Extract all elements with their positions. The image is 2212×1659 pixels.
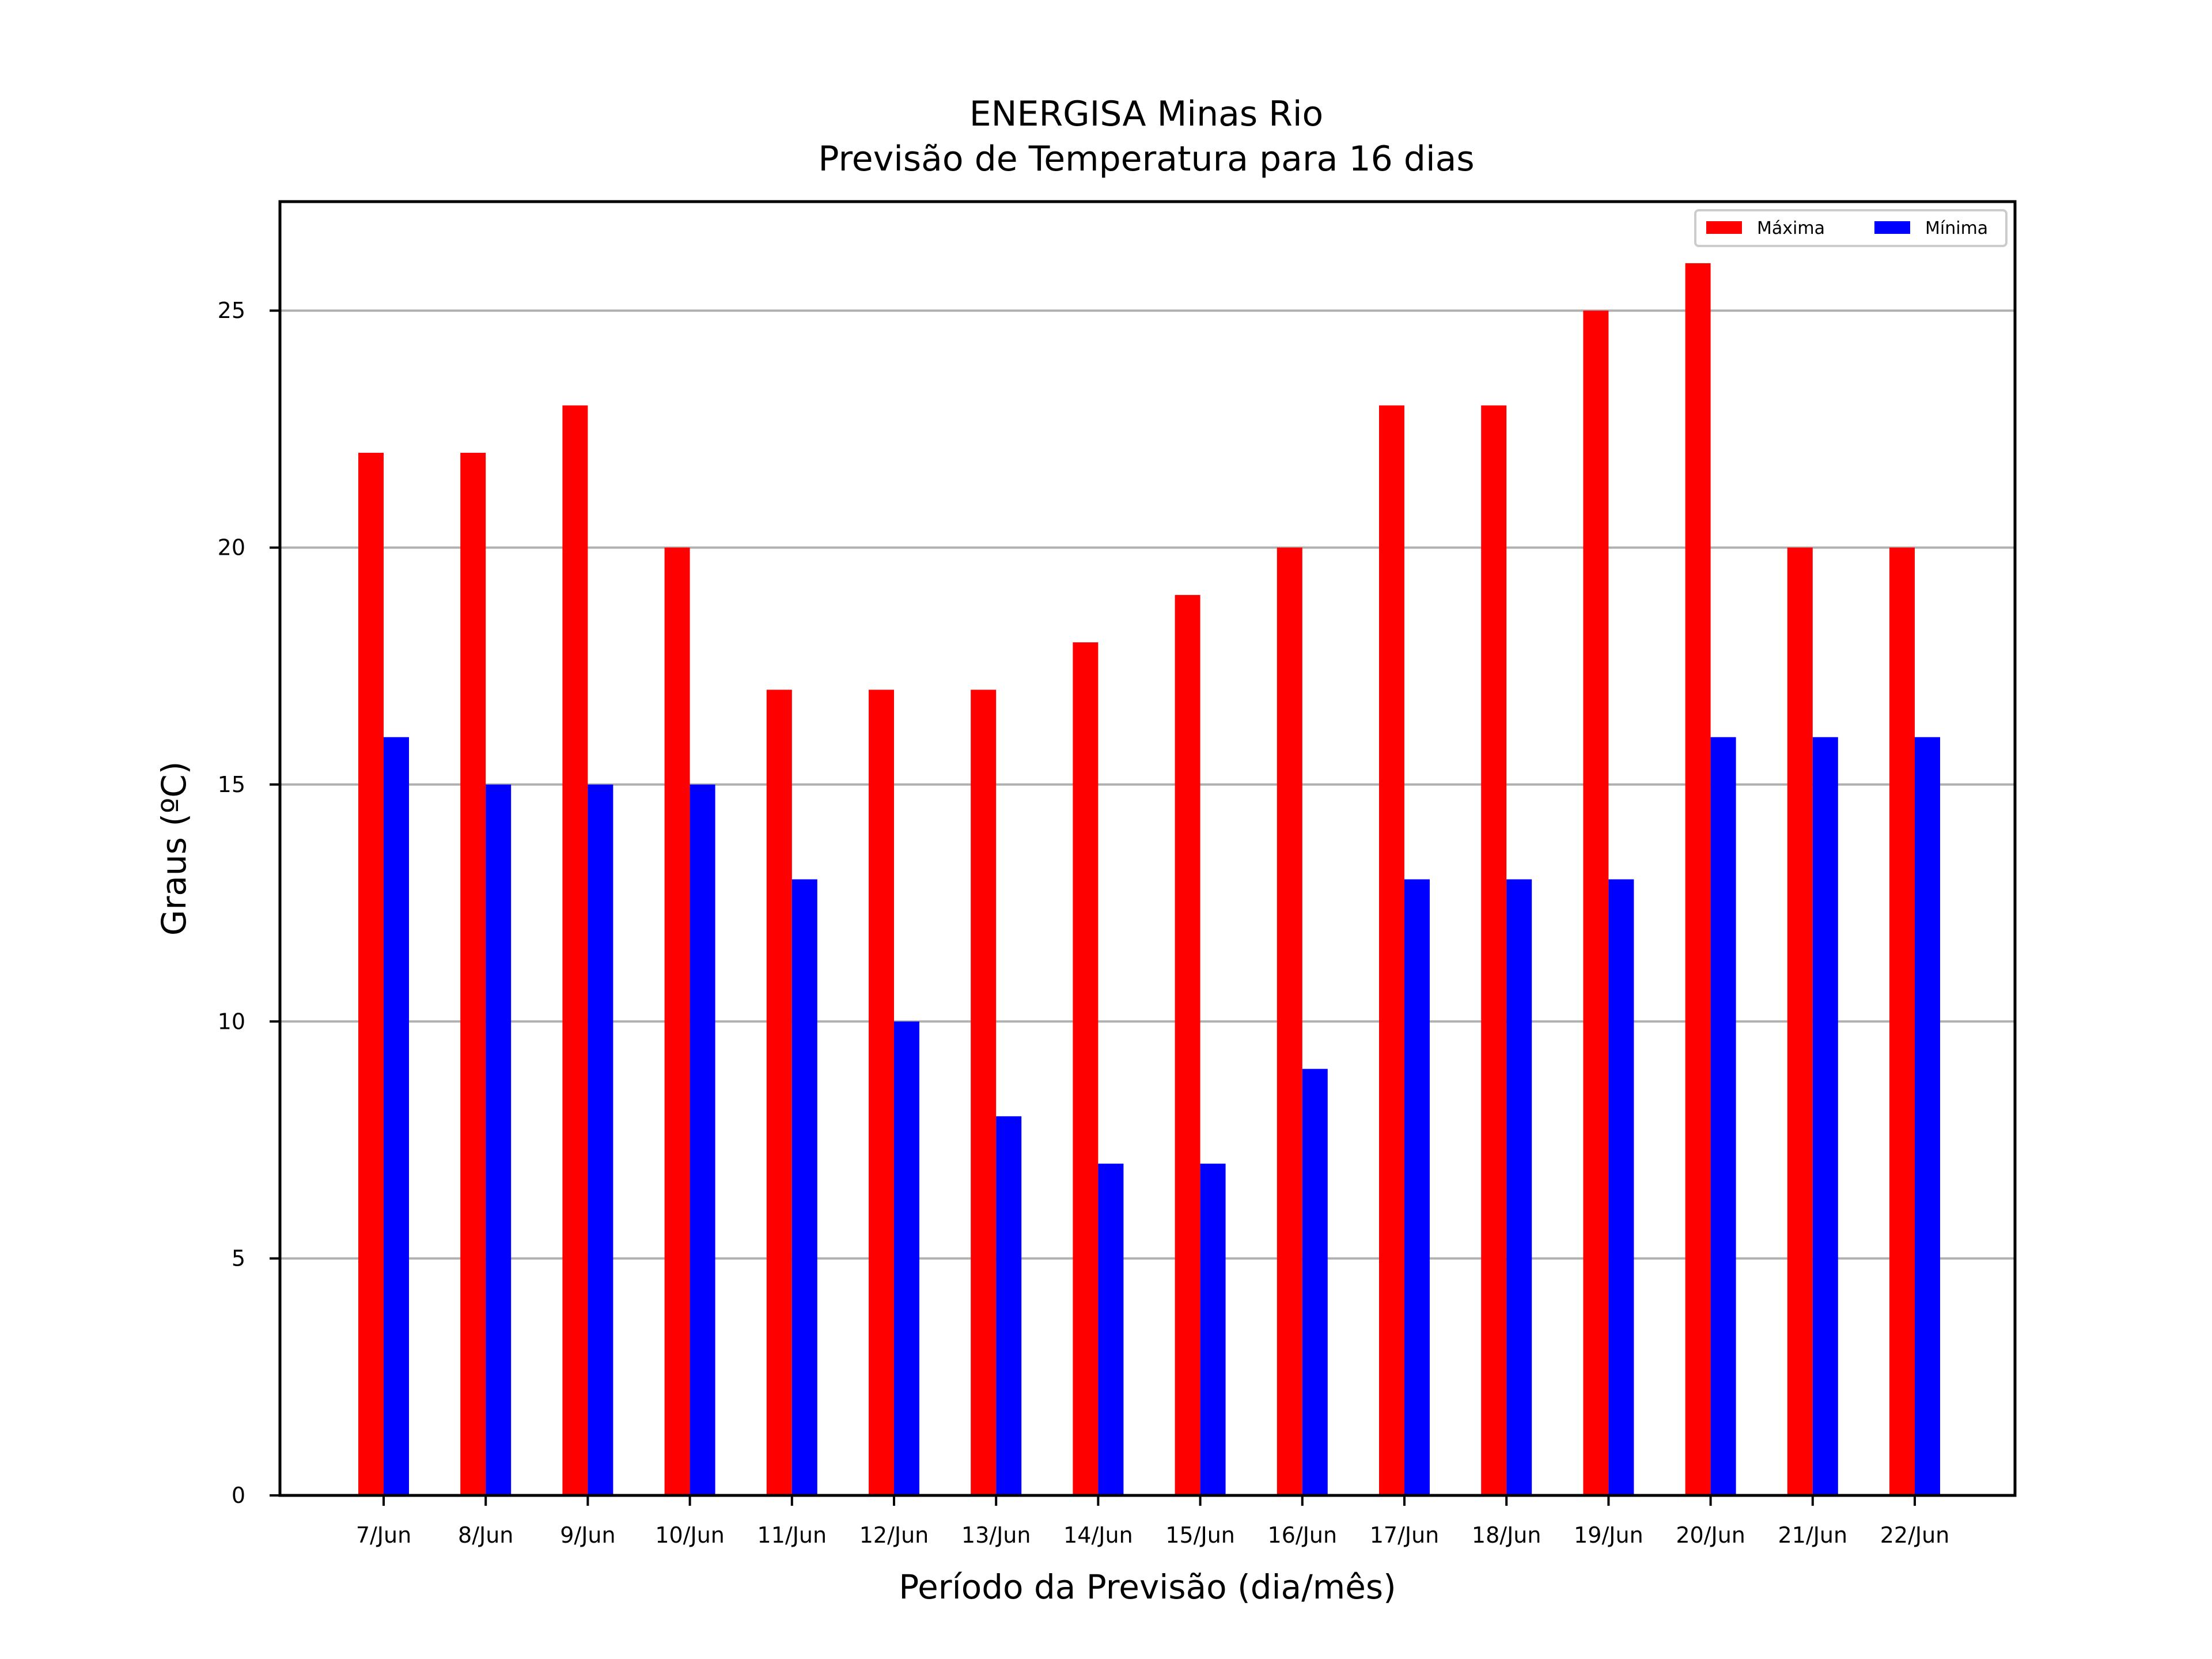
bar-maxima — [1685, 263, 1711, 1495]
bar-maxima — [1583, 310, 1609, 1496]
bar-minima — [1506, 879, 1532, 1495]
x-tick-label: 18/Jun — [1472, 1522, 1541, 1548]
bar-minima — [1812, 737, 1838, 1495]
bar-minima — [894, 1021, 919, 1495]
bar-maxima — [1889, 547, 1915, 1495]
x-tick-label: 13/Jun — [961, 1522, 1031, 1548]
bar-minima — [1200, 1164, 1226, 1495]
y-tick-label: 20 — [218, 535, 245, 560]
bar-minima — [1302, 1069, 1328, 1495]
bar-minima — [690, 784, 715, 1495]
x-axis-label: Período da Previsão (dia/mês) — [899, 1567, 1396, 1607]
x-tick-label: 12/Jun — [859, 1522, 929, 1548]
bar-maxima — [562, 405, 588, 1495]
x-tick-label: 21/Jun — [1778, 1522, 1848, 1548]
x-tick-label: 9/Jun — [560, 1522, 615, 1548]
x-tick-label: 16/Jun — [1268, 1522, 1338, 1548]
y-tick-label: 0 — [232, 1483, 245, 1508]
x-tick-label: 8/Jun — [458, 1522, 513, 1548]
x-tick-label: 20/Jun — [1676, 1522, 1745, 1548]
x-tick-label: 11/Jun — [757, 1522, 827, 1548]
bars — [358, 263, 1940, 1496]
bar-maxima — [971, 690, 997, 1495]
y-tick-label: 10 — [218, 1009, 245, 1034]
legend-label-maxima: Máxima — [1757, 218, 1825, 238]
legend-label-minima: Mínima — [1925, 218, 1988, 238]
bar-maxima — [766, 690, 792, 1495]
bar-maxima — [1073, 642, 1099, 1495]
y-tick-label: 25 — [218, 298, 245, 323]
bar-maxima — [1175, 594, 1200, 1495]
legend: Máxima Mínima — [1694, 209, 2008, 247]
y-tick-label: 15 — [218, 772, 245, 797]
legend-swatch-minima — [1874, 221, 1910, 234]
bar-maxima — [460, 453, 486, 1495]
bar-minima — [1915, 737, 1940, 1495]
plot-frame — [278, 200, 2017, 1497]
y-tick-label: 5 — [232, 1246, 245, 1271]
x-tick-label: 10/Jun — [655, 1522, 725, 1548]
x-tick-label: 17/Jun — [1370, 1522, 1440, 1548]
chart-subtitle: Previsão de Temperatura para 16 dias — [818, 139, 1474, 179]
chart-title: ENERGISA Minas Rio — [969, 94, 1324, 134]
bar-maxima — [358, 453, 384, 1495]
bar-maxima — [1277, 547, 1302, 1495]
x-tick-label: 14/Jun — [1063, 1522, 1133, 1548]
bar-minima — [384, 737, 409, 1495]
legend-swatch-maxima — [1706, 221, 1742, 234]
bar-maxima — [869, 690, 894, 1495]
bar-minima — [791, 879, 817, 1495]
bar-maxima — [664, 547, 690, 1495]
x-tick-label: 22/Jun — [1880, 1522, 1950, 1548]
bar-minima — [1710, 737, 1736, 1495]
x-tick-label: 15/Jun — [1165, 1522, 1235, 1548]
ticks: 0 5 10 15 20 25 7/Jun 8/Jun 9/Jun 10/Jun 11/Jun 12/… — [218, 298, 1950, 1548]
x-tick-label: 19/Jun — [1574, 1522, 1643, 1548]
legend-box — [1694, 209, 2008, 247]
bar-minima — [588, 784, 613, 1495]
bar-maxima — [1379, 405, 1404, 1495]
x-tick-label: 7/Jun — [356, 1522, 411, 1548]
bar-maxima — [1481, 405, 1507, 1495]
bar-minima — [1404, 879, 1430, 1495]
bar-maxima — [1787, 547, 1813, 1495]
bar-minima — [486, 784, 512, 1495]
y-axis-label: Graus (ºC) — [154, 762, 194, 936]
bar-minima — [1608, 879, 1634, 1495]
bar-minima — [1098, 1164, 1124, 1495]
bar-minima — [996, 1116, 1022, 1495]
